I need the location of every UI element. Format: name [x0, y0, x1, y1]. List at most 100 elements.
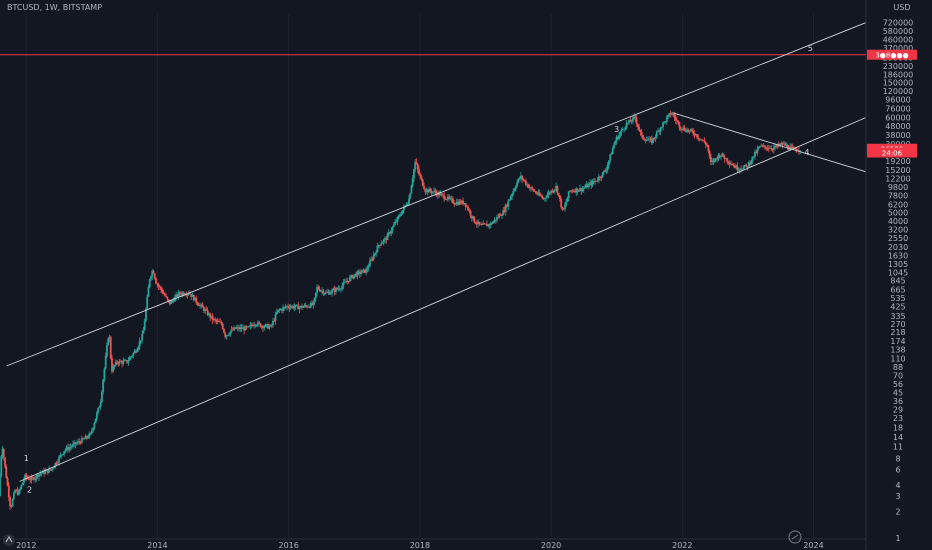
candle-body [772, 147, 775, 150]
candle-body [377, 245, 380, 246]
candle-body [611, 148, 614, 155]
candle-body [85, 435, 88, 438]
candle-body [240, 327, 243, 330]
candle-body [155, 278, 157, 284]
candle-body [374, 253, 376, 255]
candle-body [453, 202, 456, 205]
candle-body [579, 187, 581, 191]
candle-body [223, 328, 225, 333]
candle-body [311, 303, 313, 305]
candle-body [499, 214, 502, 216]
candle-body [321, 290, 323, 292]
candle-body [722, 153, 725, 157]
candle-body [562, 208, 565, 210]
candle-body [106, 345, 108, 357]
candle-body [482, 223, 485, 225]
candle-body [323, 293, 326, 295]
candle-body [614, 141, 617, 145]
candle-body [513, 188, 516, 191]
y-tick-label: 8 [895, 455, 900, 464]
candle-body [128, 357, 131, 361]
candle-body [628, 120, 630, 123]
candle-body [635, 118, 638, 124]
candle-body [129, 356, 132, 358]
candle-body [605, 169, 608, 172]
candle-body [673, 114, 676, 118]
candle-body [62, 454, 64, 455]
candle-body [478, 221, 481, 224]
candle-body [497, 216, 500, 218]
candle-body [346, 281, 349, 282]
candle-body [755, 151, 758, 153]
candle-body [552, 190, 555, 193]
replay-icon[interactable] [788, 530, 802, 544]
price-tag [867, 49, 917, 60]
candle-body [355, 273, 357, 277]
candle-body [133, 350, 136, 353]
candle-body [289, 306, 292, 309]
candle-body [517, 178, 520, 183]
candle-body [15, 490, 18, 491]
candle-body [53, 466, 56, 469]
y-tick-label: 2 [895, 508, 900, 517]
candle-body [117, 362, 120, 364]
candle-body [112, 366, 115, 372]
y-tick-label: 460000 [883, 36, 914, 45]
candle-body [414, 161, 417, 170]
candle-body [703, 140, 706, 143]
candle-body [338, 288, 341, 290]
candle-body [179, 292, 181, 294]
candle-body [287, 306, 290, 308]
candle-body [491, 223, 493, 224]
y-tick-label: 15200 [885, 166, 910, 175]
candle-body [421, 179, 424, 186]
candle-body [550, 190, 552, 194]
candle-body [4, 457, 6, 467]
candle-body [211, 315, 214, 321]
candle-body [450, 198, 453, 199]
price-tag-label: 3●8●●● [875, 52, 908, 60]
candle-body [525, 181, 527, 185]
candle-body [245, 326, 248, 328]
candle-body [663, 121, 666, 123]
candle-body [596, 180, 599, 182]
candle-body [30, 477, 33, 481]
candle-body [97, 407, 100, 413]
candle-body [779, 144, 781, 146]
candle-body [762, 145, 765, 147]
candle-body [369, 260, 371, 267]
candle-body [689, 129, 692, 131]
candle-body [48, 468, 50, 473]
candle-body [473, 216, 476, 223]
candle-body [687, 129, 690, 132]
candle-body [771, 149, 774, 150]
candle-body [678, 122, 681, 128]
candle-body [5, 466, 8, 478]
candle-body [248, 326, 251, 328]
price-tag [867, 147, 917, 158]
candle-body [540, 195, 542, 197]
y-tick-label: 38000 [885, 131, 910, 140]
candle-body [457, 201, 459, 205]
candle-body [207, 313, 210, 316]
candle-body [616, 137, 619, 139]
candle-body [448, 196, 451, 199]
candle-body [727, 161, 730, 163]
candle-body [218, 320, 220, 322]
candle-body [556, 186, 559, 193]
candle-body [267, 324, 269, 329]
candle-body [386, 233, 389, 241]
candle-body [322, 290, 325, 294]
candle-body [502, 209, 505, 216]
candle-body [88, 433, 91, 438]
candle-body [570, 190, 573, 192]
candle-body [145, 308, 147, 321]
candle-body [465, 206, 468, 208]
x-tick-label: 2020 [541, 541, 561, 550]
candle-body [679, 127, 682, 130]
candle-body [73, 442, 76, 445]
candle-body [241, 327, 244, 330]
candle-body [190, 293, 193, 297]
candle-body [151, 270, 154, 277]
